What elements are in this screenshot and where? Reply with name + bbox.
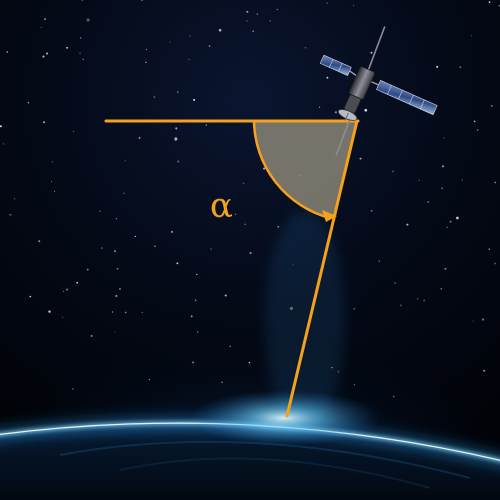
angle-arc-arrowhead bbox=[322, 210, 337, 222]
star bbox=[205, 124, 208, 126]
star bbox=[246, 10, 249, 13]
star bbox=[174, 137, 178, 141]
star bbox=[364, 108, 368, 112]
star bbox=[42, 55, 45, 58]
star bbox=[145, 48, 148, 51]
star bbox=[115, 218, 117, 220]
star bbox=[276, 8, 279, 11]
star bbox=[392, 170, 395, 173]
star bbox=[490, 104, 493, 107]
star bbox=[359, 157, 362, 160]
star bbox=[442, 165, 444, 168]
angle-arc bbox=[252, 120, 331, 220]
star bbox=[246, 20, 248, 22]
star bbox=[456, 216, 459, 220]
star bbox=[370, 51, 373, 54]
star bbox=[153, 96, 156, 98]
star bbox=[51, 180, 53, 182]
star bbox=[51, 161, 54, 163]
star bbox=[304, 46, 307, 49]
star bbox=[80, 37, 82, 39]
star bbox=[123, 192, 125, 194]
star bbox=[86, 18, 90, 22]
star bbox=[124, 160, 127, 162]
star bbox=[43, 121, 45, 123]
star bbox=[208, 45, 211, 47]
star bbox=[176, 91, 179, 94]
star bbox=[138, 137, 141, 139]
star bbox=[13, 197, 16, 200]
star bbox=[256, 13, 258, 15]
star bbox=[177, 160, 180, 163]
star bbox=[488, 1, 491, 3]
star bbox=[188, 58, 190, 61]
star bbox=[443, 137, 445, 139]
star bbox=[326, 76, 329, 79]
elevation-angle-sector bbox=[254, 121, 356, 219]
star bbox=[79, 52, 81, 55]
star bbox=[326, 2, 328, 4]
star bbox=[436, 65, 439, 68]
line-of-sight bbox=[285, 119, 359, 418]
star bbox=[218, 28, 222, 32]
horizon-beam-glow bbox=[265, 210, 345, 430]
star bbox=[0, 125, 2, 128]
star bbox=[2, 143, 5, 145]
star bbox=[334, 111, 337, 114]
star bbox=[427, 201, 429, 203]
horizon-sunlit-spot bbox=[190, 390, 380, 446]
star bbox=[370, 210, 373, 212]
star bbox=[72, 130, 75, 133]
star bbox=[418, 179, 420, 181]
star bbox=[9, 213, 12, 216]
star bbox=[81, 0, 83, 1]
star bbox=[263, 167, 266, 170]
star bbox=[44, 18, 47, 21]
star bbox=[46, 52, 48, 55]
star bbox=[145, 61, 147, 64]
star bbox=[40, 26, 43, 29]
star bbox=[461, 179, 464, 181]
star bbox=[6, 51, 9, 53]
star bbox=[252, 30, 255, 33]
star bbox=[476, 129, 479, 131]
star bbox=[193, 98, 196, 101]
star bbox=[140, 0, 143, 1]
star bbox=[53, 190, 56, 192]
star bbox=[319, 106, 321, 108]
star bbox=[82, 58, 84, 61]
star bbox=[269, 20, 271, 22]
star bbox=[235, 213, 237, 215]
satellite-icon bbox=[319, 26, 438, 157]
star bbox=[169, 41, 171, 43]
star bbox=[353, 4, 355, 6]
star bbox=[441, 187, 443, 190]
star bbox=[494, 181, 497, 184]
star bbox=[99, 210, 101, 212]
star bbox=[66, 46, 69, 49]
star bbox=[473, 120, 476, 123]
star bbox=[471, 35, 473, 37]
star bbox=[242, 182, 245, 185]
star bbox=[459, 66, 462, 68]
star bbox=[189, 35, 191, 37]
angle-label: α bbox=[210, 186, 233, 226]
star bbox=[175, 127, 178, 130]
star bbox=[27, 101, 30, 104]
